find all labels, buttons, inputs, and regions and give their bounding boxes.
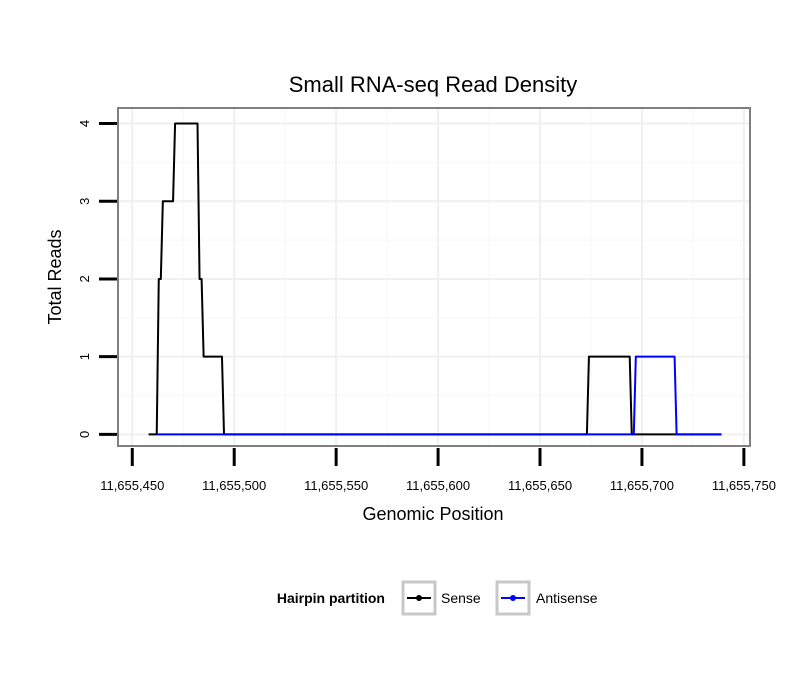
y-axis-title: Total Reads (45, 229, 65, 324)
x-tick-label: 11,655,650 (508, 478, 572, 493)
y-tick-label: 2 (77, 275, 92, 282)
legend-item-sense: Sense (401, 580, 481, 616)
x-tick-label: 11,655,550 (304, 478, 368, 493)
y-tick-label: 0 (77, 431, 92, 438)
legend: Hairpin partition Sense Antisense (277, 580, 598, 616)
plot-border (117, 107, 751, 447)
legend-item-antisense: Antisense (495, 580, 598, 616)
chart-title: Small RNA-seq Read Density (289, 72, 578, 97)
x-tick-label: 11,655,700 (610, 478, 674, 493)
x-tick-label: 11,655,600 (406, 478, 470, 493)
series-line-antisense (156, 355, 722, 436)
x-tick-label: 11,655,500 (202, 478, 266, 493)
legend-label-sense: Sense (441, 590, 481, 606)
series-line-sense (148, 122, 722, 436)
x-axis: 11,655,450 11,655,500 11,655,550 11,655,600… (100, 448, 776, 493)
y-tick-label: 4 (77, 120, 92, 127)
legend-title: Hairpin partition (277, 590, 385, 606)
x-axis-title: Genomic Position (362, 504, 503, 524)
y-tick-label: 3 (77, 198, 92, 205)
legend-label-antisense: Antisense (536, 590, 598, 606)
legend-marker-antisense (510, 595, 516, 601)
x-tick-label: 11,655,750 (712, 478, 776, 493)
y-axis: 0 1 2 3 4 (77, 120, 117, 438)
y-tick-label: 1 (77, 353, 92, 360)
legend-marker-sense (416, 595, 422, 601)
x-tick-label: 11,655,450 (100, 478, 164, 493)
series-layer (148, 122, 722, 436)
